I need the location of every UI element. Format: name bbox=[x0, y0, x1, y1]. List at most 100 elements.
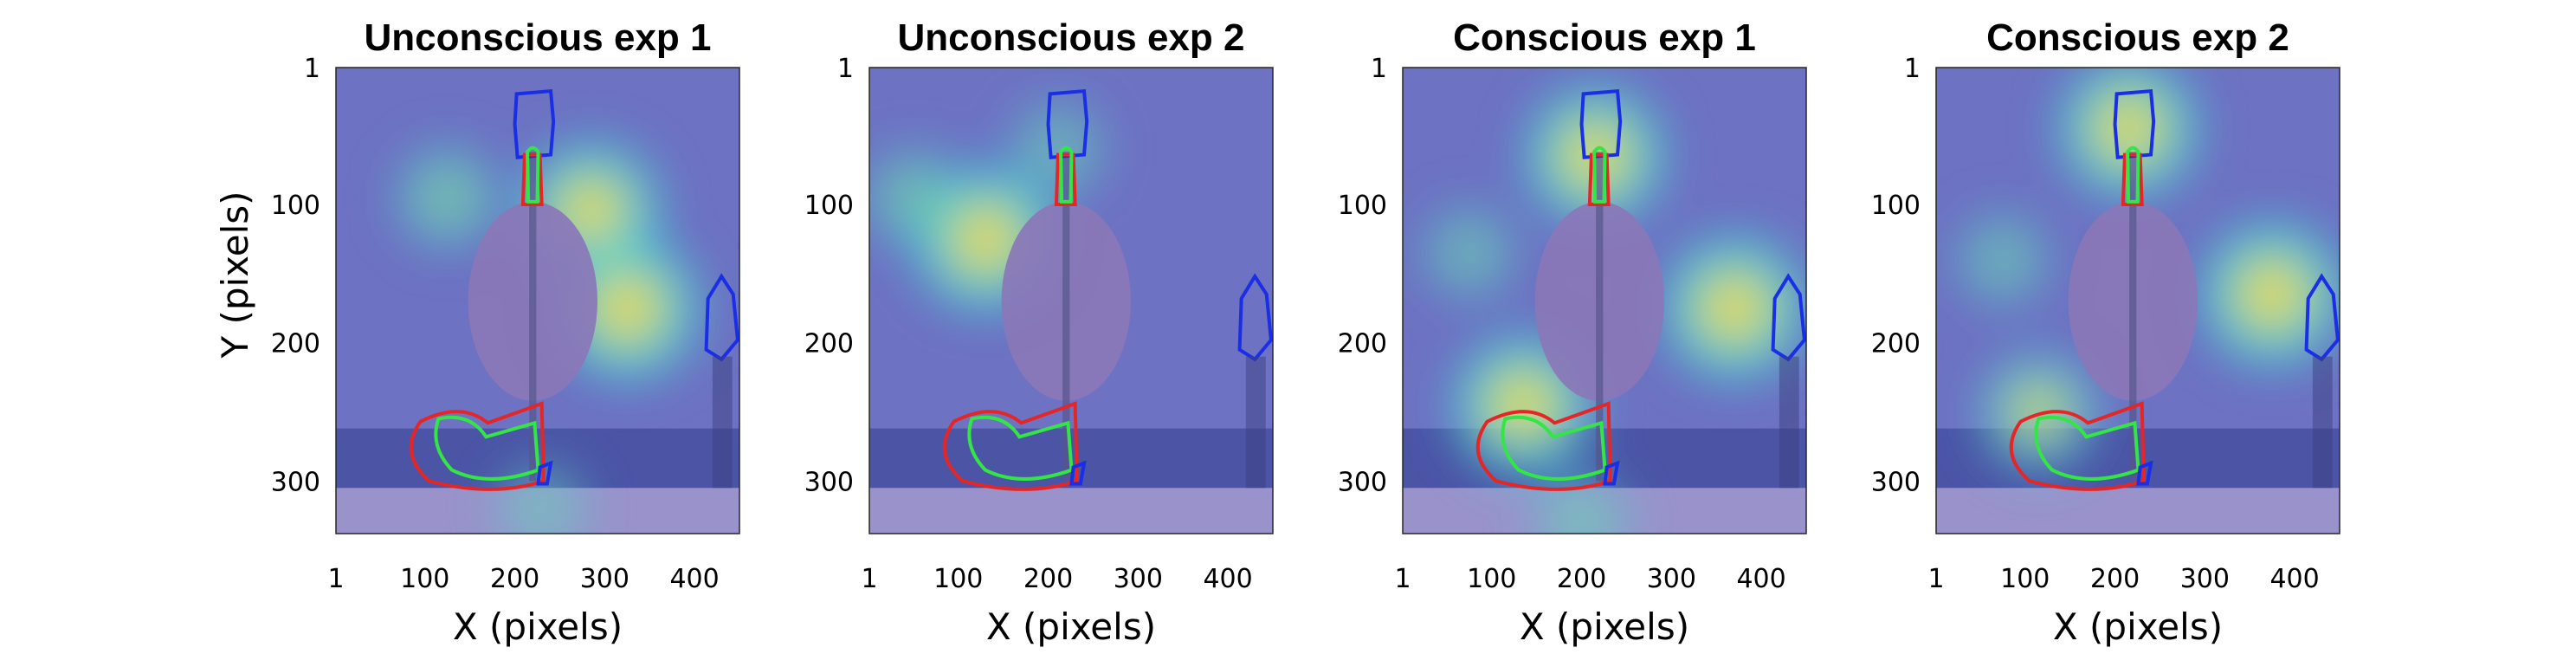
hotspot-4-mid bbox=[1437, 221, 1501, 285]
roi-feet-blue bbox=[1603, 460, 1620, 486]
scene-image bbox=[1936, 68, 2340, 534]
x-axis-label: X (pixels) bbox=[1520, 605, 1689, 648]
roi-body-red bbox=[2009, 401, 2146, 491]
panel-3: Conscious exp 1 1 100 200 300 1 100 200 300 400 X … bbox=[1338, 16, 1807, 648]
roi-body-red bbox=[1475, 401, 1612, 491]
x-tick-label: 100 bbox=[1467, 564, 1516, 594]
hotspot-3-core bbox=[2016, 389, 2062, 435]
x-tick-label: 200 bbox=[2090, 564, 2140, 594]
y-axis-label: Y (pixels) bbox=[214, 191, 256, 359]
y-tick-label: 100 bbox=[1871, 191, 1921, 221]
roi-body-green bbox=[1501, 415, 1607, 481]
roi-sign-blue bbox=[513, 88, 556, 159]
x-tick-label: 200 bbox=[1557, 564, 1606, 594]
roi-sign-blue bbox=[2113, 88, 2156, 159]
x-tick-label: 1 bbox=[1394, 564, 1411, 594]
roi-pole-green bbox=[526, 146, 540, 204]
x-tick-label: 300 bbox=[1647, 564, 1696, 594]
chart-title: Conscious exp 2 bbox=[1986, 16, 2289, 59]
x-axis-label: X (pixels) bbox=[453, 605, 623, 648]
chart-title: Unconscious exp 1 bbox=[364, 16, 711, 59]
hotspot-2-core bbox=[2244, 267, 2300, 322]
roi-pole-green bbox=[2126, 146, 2140, 204]
panel-4: Conscious exp 2 1 100 200 300 1 100 200 300 400 X … bbox=[1871, 16, 2340, 648]
roi-body-red bbox=[409, 401, 546, 491]
x-tick-label: 100 bbox=[400, 564, 449, 594]
roi-pole-red bbox=[1587, 152, 1611, 207]
roi-pole-green bbox=[1592, 146, 1607, 204]
y-tick-label: 300 bbox=[804, 467, 854, 497]
roi-person-blue bbox=[2304, 273, 2340, 362]
hotspot-2-core bbox=[1707, 281, 1762, 335]
ground-band bbox=[1936, 488, 2340, 534]
roi-feet-blue bbox=[1069, 460, 1087, 486]
axes-frame bbox=[868, 67, 1274, 534]
person-figure bbox=[2312, 356, 2333, 489]
x-tick-label: 1 bbox=[327, 564, 344, 594]
hotspot-4-mid bbox=[512, 478, 572, 534]
heatmap-layer bbox=[1953, 68, 2340, 473]
x-tick-label: 100 bbox=[933, 564, 983, 594]
panel-1: Unconscious exp 1 1 100 200 300 1 100 200 300 400… bbox=[214, 16, 740, 648]
roi-sign-blue bbox=[1579, 88, 1623, 159]
roi-pole-red bbox=[1054, 152, 1077, 207]
hotspot-1-core bbox=[958, 211, 1013, 267]
hotspot-1-core bbox=[565, 185, 618, 238]
roi-feet-blue bbox=[536, 460, 553, 486]
y-tick-label: 1 bbox=[1904, 54, 1921, 84]
roi-person-blue bbox=[1237, 273, 1273, 362]
x-tick-label: 1 bbox=[861, 564, 877, 594]
x-tick-label: 100 bbox=[2000, 564, 2050, 594]
y-tick-label: 1 bbox=[1371, 54, 1387, 84]
y-tick-label: 200 bbox=[804, 329, 854, 359]
roi-feet-blue bbox=[2136, 460, 2153, 486]
y-tick-label: 100 bbox=[804, 191, 854, 221]
x-tick-label: 300 bbox=[1114, 564, 1163, 594]
roi-body-green bbox=[967, 415, 1074, 481]
x-tick-label: 200 bbox=[490, 564, 539, 594]
chart-title: Conscious exp 1 bbox=[1453, 16, 1756, 59]
hotspot-5-mid bbox=[1550, 491, 1613, 534]
roi-pole-red bbox=[2121, 152, 2144, 207]
person-figure bbox=[712, 356, 733, 489]
person-figure bbox=[1245, 356, 1266, 489]
roi-pole-red bbox=[520, 152, 544, 207]
y-tick-label: 1 bbox=[837, 54, 854, 84]
scene-image bbox=[336, 68, 739, 534]
x-axis-label: X (pixels) bbox=[986, 605, 1156, 648]
chart-title: Unconscious exp 2 bbox=[897, 16, 1244, 59]
x-tick-label: 300 bbox=[2180, 564, 2230, 594]
scene-image bbox=[1403, 68, 1806, 534]
y-tick-label: 200 bbox=[1338, 329, 1387, 359]
x-axis-label: X (pixels) bbox=[2053, 605, 2223, 648]
scene-image bbox=[869, 68, 1273, 534]
x-tick-label: 300 bbox=[580, 564, 629, 594]
pole bbox=[1062, 152, 1070, 482]
x-tick-label: 400 bbox=[1203, 564, 1252, 594]
y-tick-label: 100 bbox=[271, 191, 320, 221]
roi-body-red bbox=[942, 401, 1079, 491]
ground-band bbox=[869, 488, 1273, 534]
hotspot-1-core bbox=[2101, 101, 2155, 155]
hotspot-2-core bbox=[600, 281, 655, 335]
hotspot-2-mid bbox=[881, 165, 946, 230]
x-tick-label: 400 bbox=[669, 564, 719, 594]
y-tick-label: 300 bbox=[271, 467, 320, 497]
x-tick-label: 400 bbox=[2269, 564, 2319, 594]
roi-body-green bbox=[2034, 415, 2140, 481]
pole bbox=[529, 152, 537, 482]
x-tick-label: 200 bbox=[1023, 564, 1073, 594]
y-tick-label: 1 bbox=[304, 54, 320, 84]
axes-frame bbox=[335, 67, 740, 534]
roi-person-blue bbox=[704, 273, 739, 362]
y-tick-label: 200 bbox=[271, 329, 320, 359]
pole bbox=[2129, 152, 2137, 482]
roi-body-green bbox=[434, 415, 540, 481]
pole bbox=[1596, 152, 1604, 482]
roi-pole-green bbox=[1059, 146, 1074, 204]
hotspot-3-mid bbox=[413, 163, 481, 232]
y-tick-label: 300 bbox=[1338, 467, 1387, 497]
y-tick-label: 100 bbox=[1338, 191, 1387, 221]
y-tick-label: 300 bbox=[1871, 467, 1921, 497]
